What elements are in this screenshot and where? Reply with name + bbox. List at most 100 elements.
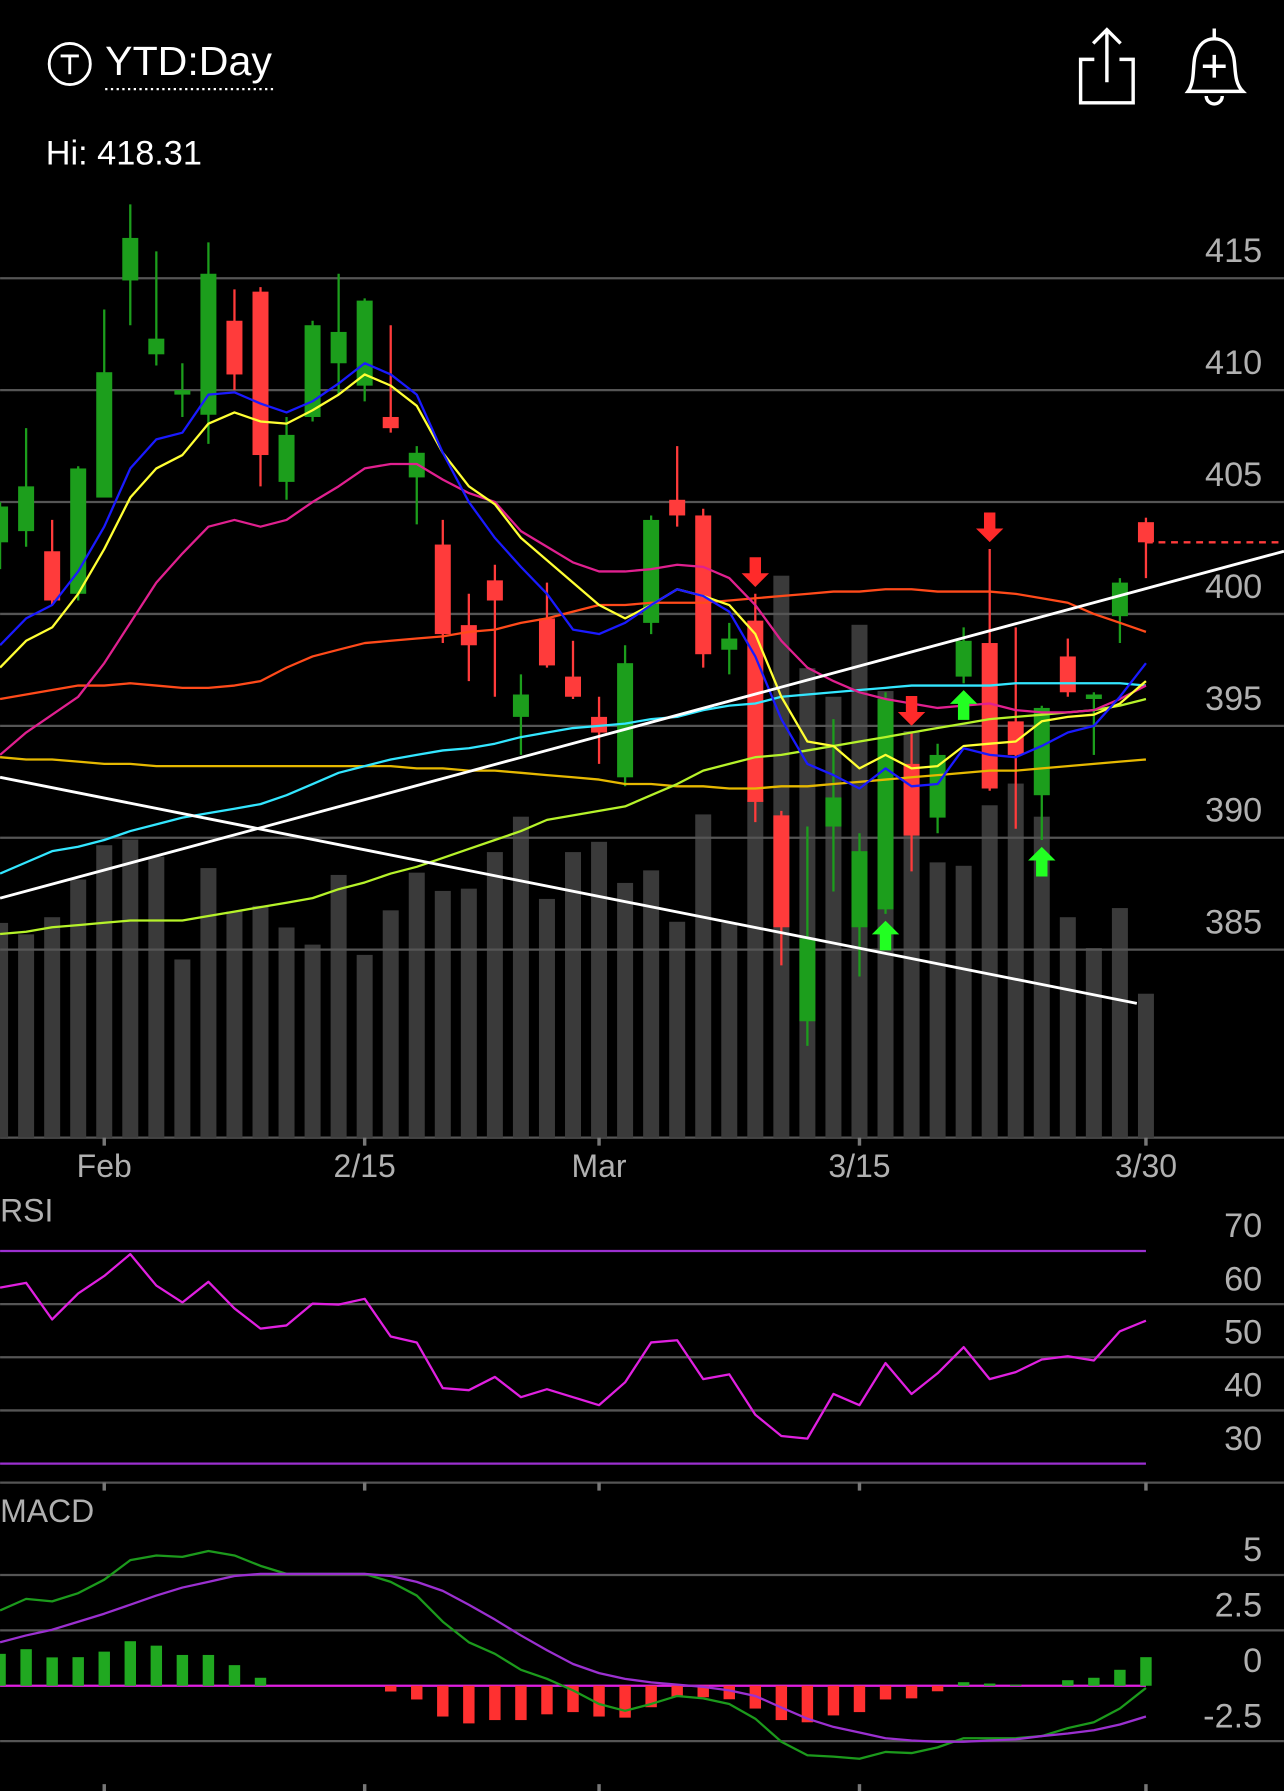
share-button[interactable]: [1078, 27, 1135, 105]
volume-bar: [695, 814, 712, 1138]
high-label: Hi:: [46, 134, 88, 172]
volume-bar: [538, 898, 555, 1138]
candle-body: [1137, 522, 1154, 543]
volume-bar: [955, 865, 972, 1138]
y-tick-label: 40: [1224, 1367, 1262, 1405]
volume-bar: [981, 805, 998, 1138]
histogram-bar: [228, 1665, 241, 1686]
volume-bar: [617, 882, 634, 1138]
moving-average: [0, 588, 1147, 701]
y-tick-label: 2.5: [1215, 1587, 1263, 1625]
histogram-bar: [98, 1651, 110, 1686]
y-tick-label: 395: [1205, 680, 1262, 718]
volume-bar: [1033, 816, 1050, 1138]
histogram-bar: [1010, 1684, 1022, 1686]
chart-type-button[interactable]: YTD:Day: [47, 38, 275, 91]
y-tick-label: 70: [1224, 1207, 1262, 1245]
histogram-bar: [254, 1677, 267, 1686]
candle-body: [1007, 721, 1024, 755]
volume-bar: [929, 862, 946, 1138]
volume-bar: [174, 959, 191, 1138]
volume-bar: [565, 852, 582, 1138]
volume-bar: [252, 905, 269, 1138]
x-tick-label: 2/15: [334, 1148, 396, 1184]
candle-body: [330, 331, 347, 364]
volume-bar: [70, 879, 87, 1138]
candle-body: [695, 515, 712, 655]
symbol-icon: [47, 41, 92, 86]
moving-average: [0, 756, 1147, 790]
volume-bar: [278, 927, 295, 1138]
candle-body: [44, 551, 61, 601]
moving-average: [0, 362, 1147, 790]
moving-average: [0, 462, 1147, 756]
volume-bar: [512, 816, 529, 1138]
volume-bar: [721, 922, 738, 1138]
volume-bar: [330, 874, 347, 1138]
bell-plus: [1202, 28, 1226, 106]
volume-bar: [1007, 783, 1024, 1138]
histogram-bar: [437, 1685, 449, 1717]
volume-bar: [1137, 993, 1154, 1138]
volume-bar: [96, 845, 113, 1138]
histogram-bar: [593, 1685, 605, 1717]
panel-title: RSI: [0, 1192, 53, 1228]
y-tick-label: 0: [1243, 1642, 1262, 1680]
candle-body: [1059, 656, 1076, 693]
volume-bar: [304, 944, 321, 1138]
volume-bar: [382, 910, 399, 1138]
candle-body: [877, 698, 894, 910]
volume-bar: [591, 841, 608, 1138]
candle-body: [304, 325, 321, 417]
histogram-bar: [1088, 1677, 1100, 1686]
signal-arrow: [897, 696, 926, 726]
signal-arrow: [741, 557, 770, 587]
histogram-bar: [463, 1685, 475, 1724]
histogram-bar: [723, 1685, 735, 1700]
moving-average: [0, 373, 1147, 770]
alert-button[interactable]: [1184, 28, 1247, 106]
y-tick-label: -2.5: [1203, 1697, 1262, 1735]
candle-body: [226, 320, 243, 375]
candle-body: [799, 938, 816, 1022]
candle-body: [434, 544, 451, 635]
histogram-bar: [567, 1685, 579, 1713]
histogram-bar: [827, 1685, 840, 1716]
y-tick-label: 50: [1224, 1313, 1262, 1351]
histogram-bar: [801, 1685, 814, 1723]
y-tick-label: 385: [1205, 904, 1262, 942]
volume-bar: [200, 868, 217, 1138]
volume-bar: [1085, 948, 1102, 1138]
candle-body: [1085, 694, 1102, 699]
signal-arrow: [1028, 846, 1056, 877]
x-tick-label: Feb: [77, 1148, 132, 1184]
panel-title: MACD: [0, 1493, 94, 1529]
histogram-bar: [1140, 1657, 1152, 1686]
candle-body: [669, 499, 686, 516]
histogram-bar: [202, 1654, 215, 1686]
title: YTD:Day: [105, 38, 272, 84]
volume-bar: [460, 888, 477, 1138]
candle-body: [929, 754, 946, 818]
candle-body: [356, 300, 373, 386]
histogram-bar: [983, 1683, 996, 1686]
candle-body: [773, 815, 790, 928]
histogram-bar: [124, 1641, 136, 1686]
y-tick-label: 30: [1224, 1420, 1262, 1458]
trendline: [0, 775, 1138, 1005]
histogram-bar: [515, 1685, 527, 1721]
histogram-bar: [879, 1685, 892, 1700]
candle-body: [0, 506, 9, 543]
histogram-bar: [697, 1685, 709, 1698]
histogram-bar: [1062, 1680, 1074, 1686]
signal-arrow: [871, 920, 900, 951]
share-icon: [1078, 57, 1135, 105]
volume-bar: [44, 917, 61, 1138]
symbol-icon-glyph: [60, 54, 79, 75]
volume-bar: [1059, 917, 1076, 1138]
high-text: Hi: 418.31: [46, 134, 202, 172]
candle-body: [1033, 707, 1050, 796]
y-tick-label: 415: [1205, 232, 1262, 270]
